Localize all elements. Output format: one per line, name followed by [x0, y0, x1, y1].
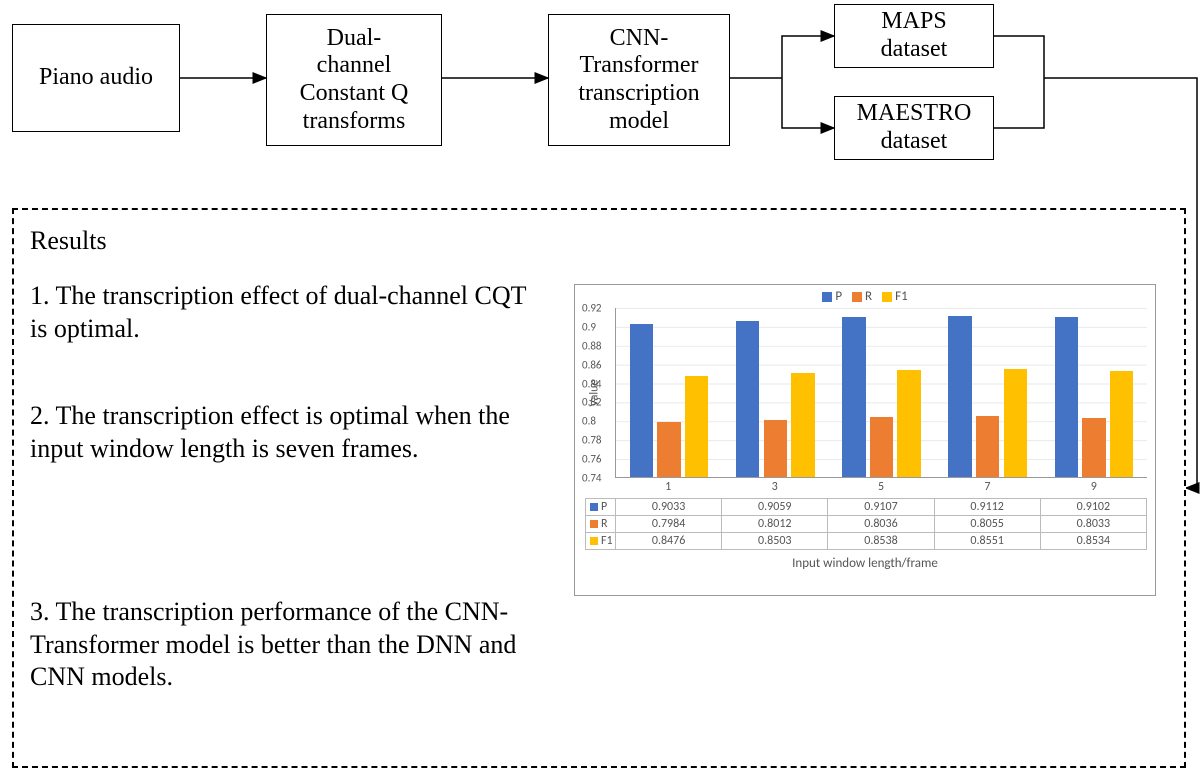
node-cnn-transformer: CNN-Transformertranscriptionmodel — [548, 14, 730, 146]
node-label: Piano audio — [39, 64, 153, 92]
bar — [976, 416, 999, 477]
results-item: 3. The transcription performance of the … — [30, 596, 530, 694]
node-dual-channel-cqt: Dual-channelConstant Qtransforms — [266, 14, 442, 146]
bar — [764, 420, 787, 477]
node-maps-dataset: MAPSdataset — [834, 4, 994, 68]
bar — [630, 324, 653, 477]
bar-groups — [616, 308, 1147, 477]
bar — [685, 376, 708, 477]
bar — [1110, 371, 1133, 477]
bar — [736, 321, 759, 477]
bar — [842, 317, 865, 477]
bar — [1055, 317, 1078, 477]
bar — [791, 373, 814, 477]
node-maestro-dataset: MAESTROdataset — [834, 96, 994, 160]
bar-chart: PRF1 Value 0.920.90.880.860.840.820.80.7… — [574, 284, 1156, 596]
results-title: Results — [30, 226, 107, 256]
bar — [1082, 418, 1105, 477]
node-piano-audio: Piano audio — [12, 24, 180, 132]
node-label: Dual-channelConstant Qtransforms — [300, 25, 409, 135]
chart-data-table: P0.90330.90590.91070.91120.9102R0.79840.… — [585, 498, 1147, 550]
bar — [897, 370, 920, 477]
x-axis-title: Input window length/frame — [575, 550, 1155, 575]
chart-legend: PRF1 — [575, 285, 1155, 304]
category-labels: 13579 — [615, 478, 1147, 496]
results-item: 1. The transcription effect of dual-chan… — [30, 280, 530, 345]
results-item: 2. The transcription effect is optimal w… — [30, 400, 530, 465]
chart-plot-area: Value 0.920.90.880.860.840.820.80.780.76… — [615, 308, 1147, 478]
node-label: MAESTROdataset — [857, 100, 972, 155]
node-label: MAPSdataset — [881, 8, 948, 63]
bar — [948, 316, 971, 477]
node-label: CNN-Transformertranscriptionmodel — [578, 25, 699, 135]
diagram-canvas: { "flow": { "box1": { "label": "Piano au… — [0, 0, 1200, 781]
bar — [870, 417, 893, 477]
bar — [657, 422, 680, 477]
bar — [1004, 369, 1027, 477]
